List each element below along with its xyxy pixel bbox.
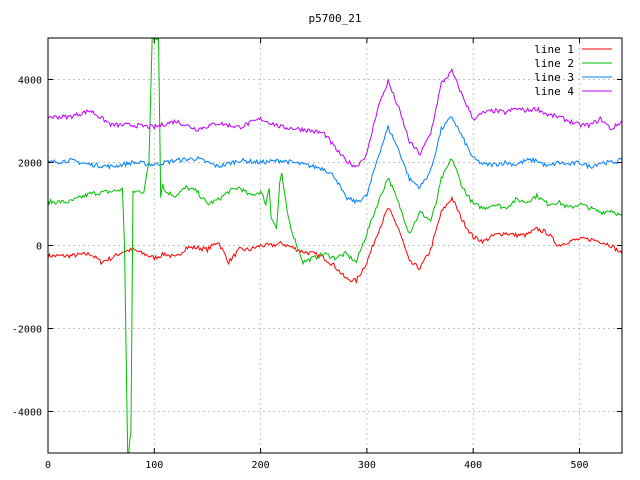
y-tick-label: 4000: [18, 76, 42, 87]
series-line-2: [48, 38, 622, 453]
y-tick-label: -4000: [12, 408, 42, 419]
legend-label: line 1: [534, 43, 574, 56]
legend-label: line 3: [534, 71, 574, 84]
legend-label: line 2: [534, 57, 574, 70]
x-tick-label: 500: [570, 460, 588, 471]
x-tick-label: 100: [145, 460, 163, 471]
y-tick-label: 0: [36, 242, 42, 253]
x-tick-label: 400: [464, 460, 482, 471]
y-tick-label: 2000: [18, 159, 42, 170]
series-line-1: [48, 195, 622, 285]
series-line-4: [48, 67, 622, 168]
series-line-3: [48, 116, 622, 205]
x-tick-label: 300: [358, 460, 376, 471]
x-tick-label: 200: [252, 460, 270, 471]
legend-label: line 4: [534, 85, 574, 98]
chart-title: p5700_21: [309, 12, 362, 25]
y-tick-label: -2000: [12, 325, 42, 336]
axis-ticks: 0 100 200 300 400 500 -4000 -2000 0 2000 4000: [12, 38, 622, 471]
series-layer: [48, 38, 622, 453]
x-tick-label: 0: [45, 460, 51, 471]
